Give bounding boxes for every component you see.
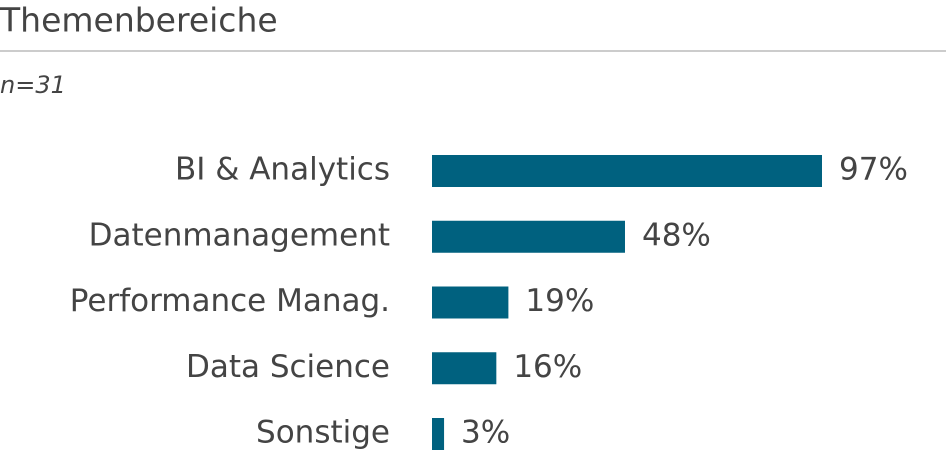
value-label: 19% <box>525 283 594 319</box>
bar <box>432 352 497 385</box>
value-label: 97% <box>839 152 908 188</box>
bar <box>432 220 625 253</box>
category-label: Datenmanagement <box>89 217 390 253</box>
chart-title: Themenbereiche <box>0 1 278 40</box>
category-label: Sonstige <box>256 415 390 451</box>
bar <box>432 286 509 319</box>
chart-subtitle: n=31 <box>0 71 66 99</box>
bar <box>432 418 445 450</box>
category-label: Performance Manag. <box>70 283 390 319</box>
value-label: 16% <box>513 349 582 385</box>
value-label: 3% <box>461 415 510 451</box>
value-label: 48% <box>642 217 711 253</box>
category-label: Data Science <box>186 349 390 385</box>
bar <box>432 155 822 187</box>
category-label: BI & Analytics <box>175 152 390 188</box>
